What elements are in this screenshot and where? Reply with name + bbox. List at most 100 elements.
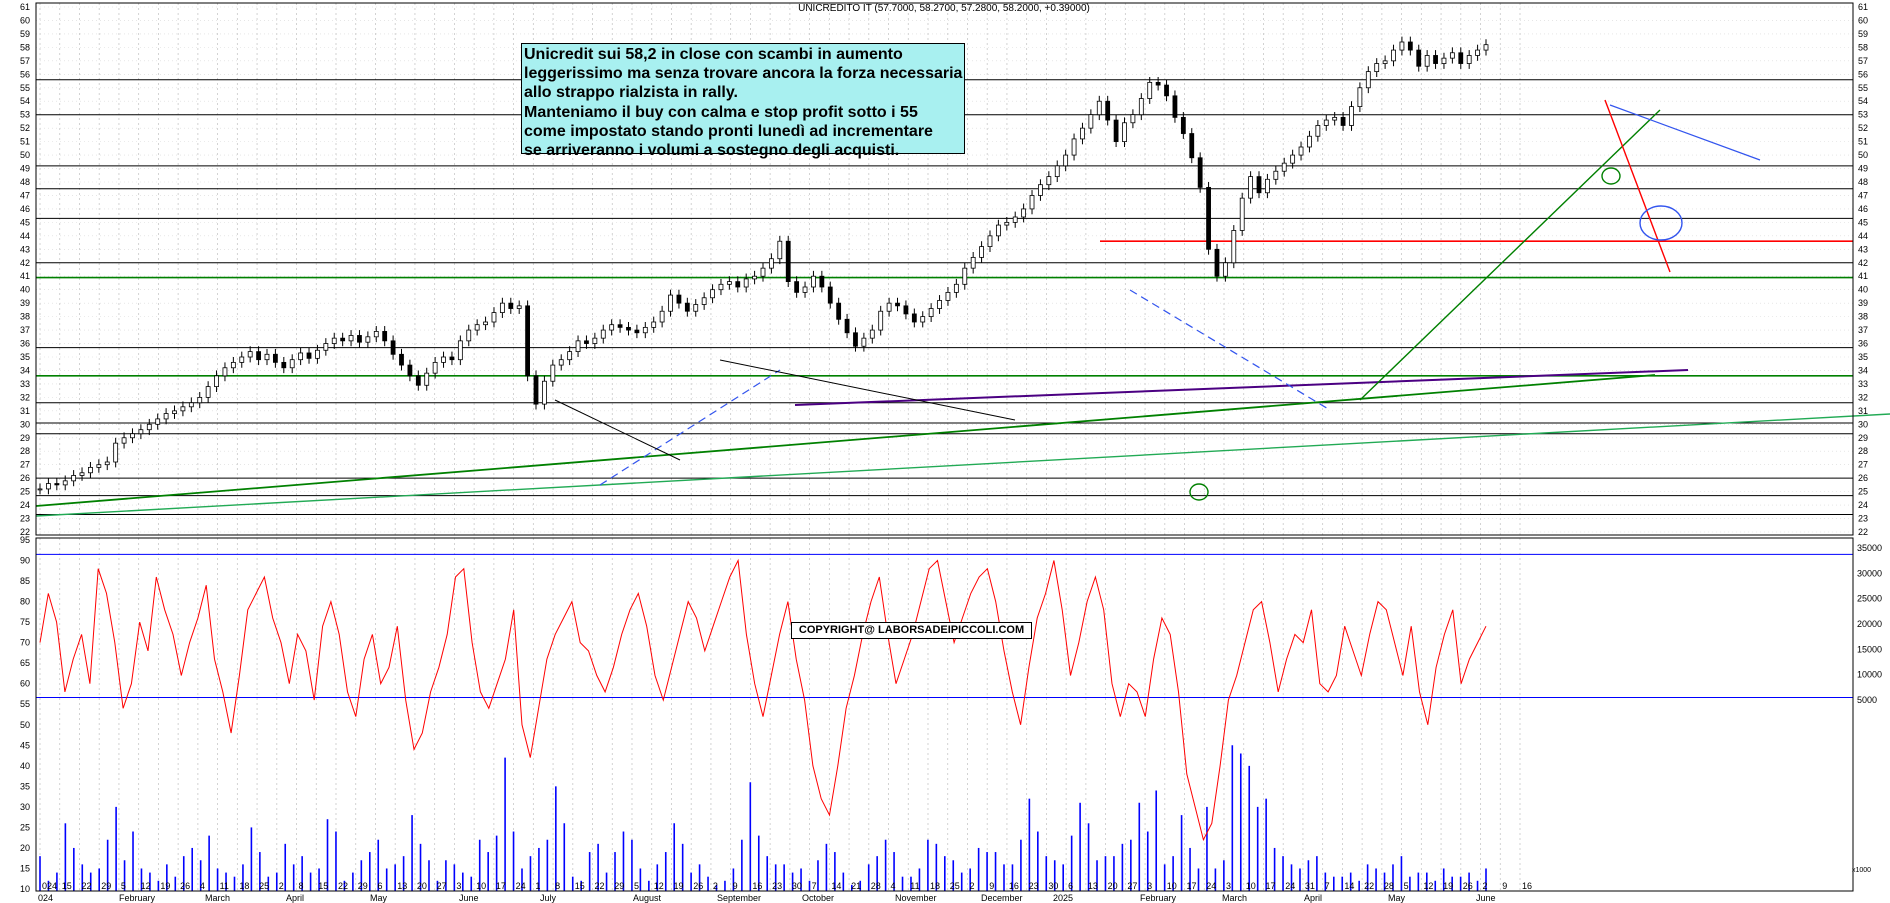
price-candle	[373, 331, 379, 338]
price-candle	[642, 326, 648, 334]
y-tick-label-left: 57	[20, 56, 30, 66]
y-tick-label-right: 28	[1858, 446, 1868, 456]
price-candle	[1122, 122, 1127, 143]
y-tick-label-left: 30	[20, 419, 30, 429]
y-tick-label-right: 33	[1858, 379, 1868, 389]
price-candle	[399, 353, 404, 366]
price-candle	[1483, 44, 1489, 51]
y-tick-label-left: 26	[20, 473, 30, 483]
oscillator-line	[39, 558, 1487, 842]
price-candle	[676, 294, 682, 304]
price-candle	[979, 246, 984, 258]
price-candle	[693, 304, 699, 312]
y-tick-label-left: 52	[20, 123, 30, 133]
price-candle	[953, 283, 959, 293]
y-tick-label-right: 43	[1858, 244, 1868, 254]
oscillator-tick-label: 25	[20, 822, 30, 832]
x-tick-label: 14	[1344, 881, 1354, 891]
price-candle	[911, 313, 917, 323]
price-candle	[1365, 71, 1371, 89]
x-tick-label: 5	[121, 881, 126, 891]
green-trendline	[35, 374, 1656, 507]
price-candle	[819, 275, 825, 288]
y-tick-label-right: 49	[1858, 164, 1868, 174]
x-tick-label: 9	[733, 881, 738, 891]
y-tick-label-left: 61	[20, 2, 30, 12]
price-candle	[886, 302, 892, 312]
price-candle	[1071, 138, 1077, 156]
month-label: February	[119, 893, 156, 903]
x-tick-label: 19	[160, 881, 170, 891]
y-tick-label-left: 22	[20, 527, 30, 537]
price-candle	[895, 302, 900, 307]
price-candle	[96, 464, 102, 468]
y-tick-label-right: 55	[1858, 83, 1868, 93]
x-tick-label: 23	[1029, 881, 1039, 891]
price-candle	[113, 442, 119, 463]
price-candle	[130, 433, 135, 439]
price-candle	[390, 340, 396, 355]
price-candle	[1147, 81, 1153, 99]
month-label: May	[1388, 893, 1406, 903]
x-tick-label: 19	[1443, 881, 1453, 891]
month-label: September	[717, 893, 761, 903]
price-candle	[1374, 63, 1380, 73]
y-tick-label-left: 28	[20, 446, 30, 456]
y-tick-label-right: 58	[1858, 42, 1868, 52]
y-tick-label-right: 51	[1858, 137, 1868, 147]
price-candle	[1113, 119, 1119, 143]
volume-bars	[36, 553, 1853, 891]
x-tick-label: 9	[989, 881, 994, 891]
x-tick-label: 29	[614, 881, 624, 891]
y-tick-label-right: 32	[1858, 392, 1868, 402]
y-tick-label-right: 41	[1858, 271, 1868, 281]
x-tick-label: 22	[1364, 881, 1374, 891]
price-candle	[1248, 176, 1254, 199]
price-candle	[415, 375, 421, 386]
price-candle	[920, 316, 926, 323]
price-candle	[1054, 165, 1060, 178]
x-tick-label: 22	[81, 881, 91, 891]
price-candle	[466, 329, 472, 342]
price-candle	[499, 302, 505, 313]
price-candle	[491, 312, 497, 323]
x-tick-label: 7	[812, 881, 817, 891]
x-tick-label: 15	[575, 881, 585, 891]
price-candle	[1256, 176, 1262, 194]
y-tick-label-right: 60	[1858, 15, 1868, 25]
x-tick-label: 2	[713, 881, 718, 891]
y-tick-label-right: 37	[1858, 325, 1868, 335]
price-candle	[1315, 125, 1321, 137]
price-candle	[718, 283, 724, 291]
price-candle	[348, 335, 354, 342]
purple-trendline	[794, 369, 1689, 406]
price-candle	[331, 337, 337, 344]
price-candle	[1424, 55, 1430, 67]
price-candle	[71, 475, 77, 482]
y-tick-label-right: 50	[1858, 150, 1868, 160]
x-tick-label: 26	[693, 881, 703, 891]
price-candle	[180, 406, 186, 412]
y-tick-label-left: 33	[20, 379, 30, 389]
price-candle	[483, 321, 488, 326]
price-candle	[1265, 178, 1270, 194]
chart-axes: 024 15 22 29 5 12 19 26 4 11 18 25 2 8 15 22 29 6 13 20 27 3 1…	[20, 2, 1882, 903]
note-line: Unicredit sui 58,2 in close con scambi i…	[524, 46, 903, 63]
price-candle	[146, 423, 152, 431]
oscillator-tick-label: 85	[20, 576, 30, 586]
price-candle	[1155, 81, 1161, 86]
x-tick-label: 18	[930, 881, 940, 891]
price-candle	[1189, 133, 1195, 159]
price-candle	[811, 275, 816, 288]
price-candle	[365, 336, 371, 343]
price-candle	[710, 289, 715, 299]
price-candle	[937, 300, 942, 309]
x-tick-label: 26	[1463, 881, 1473, 891]
y-tick-label-left: 47	[20, 190, 30, 200]
x-tick-label: 8	[555, 881, 560, 891]
x-tick-label: 13	[1088, 881, 1098, 891]
y-tick-label-right: 46	[1858, 204, 1868, 214]
price-candle	[1096, 100, 1102, 116]
price-candle	[1475, 49, 1480, 56]
price-candle	[844, 318, 850, 334]
